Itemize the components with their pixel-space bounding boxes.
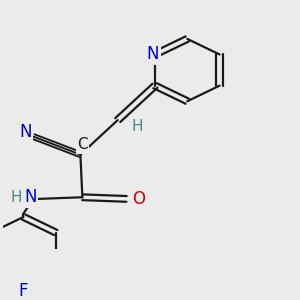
Text: F: F xyxy=(19,282,28,300)
Text: O: O xyxy=(132,190,145,208)
Text: H: H xyxy=(11,190,22,205)
Text: N: N xyxy=(19,123,32,141)
Text: H: H xyxy=(132,119,143,134)
Text: C: C xyxy=(77,137,88,152)
Text: N: N xyxy=(24,188,37,206)
Text: N: N xyxy=(147,46,159,64)
